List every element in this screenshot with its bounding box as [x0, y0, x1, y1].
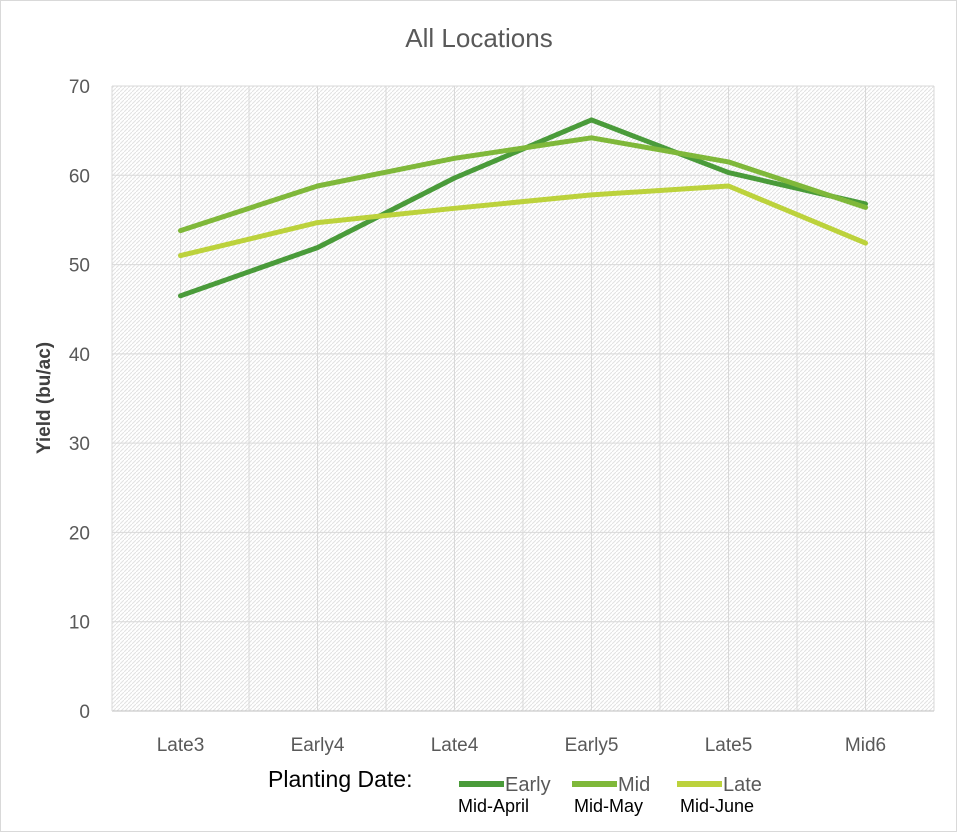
chart-title: All Locations [405, 23, 552, 53]
legend: Planting Date: Early Mid-April Mid Mid-M… [268, 766, 762, 816]
gridlines [111, 85, 935, 712]
y-tick-label: 0 [79, 702, 90, 723]
series-line-mid [178, 135, 868, 234]
legend-title: Planting Date: [268, 766, 412, 792]
x-tick-label: Late4 [431, 735, 479, 756]
series-line-late [178, 183, 868, 259]
x-tick-label: Mid6 [845, 735, 886, 756]
y-axis-ticks: 0 10 20 30 40 50 60 70 [69, 77, 90, 723]
legend-label-early: Early [505, 774, 551, 796]
x-tick-label: Late5 [705, 735, 753, 756]
x-tick-label: Early4 [291, 735, 345, 756]
legend-item-late: Late Mid-June [677, 774, 762, 816]
x-tick-label: Early5 [565, 735, 619, 756]
legend-item-early: Early Mid-April [458, 774, 551, 816]
y-tick-label: 30 [69, 434, 90, 455]
legend-label-late: Late [723, 774, 762, 796]
legend-sublabel-late: Mid-June [680, 796, 754, 816]
y-tick-label: 60 [69, 166, 90, 187]
y-axis-label: Yield (bu/ac) [34, 342, 55, 454]
y-tick-label: 20 [69, 523, 90, 544]
legend-item-mid: Mid Mid-May [572, 774, 650, 816]
y-tick-label: 10 [69, 613, 90, 634]
y-tick-label: 40 [69, 345, 90, 366]
series-group [178, 117, 868, 299]
legend-sublabel-early: Mid-April [458, 796, 529, 816]
x-tick-label: Late3 [157, 735, 205, 756]
legend-sublabel-mid: Mid-May [574, 796, 643, 816]
y-tick-label: 70 [69, 77, 90, 98]
x-axis-ticks: Late3 Early4 Late4 Early5 Late5 Mid6 [157, 735, 886, 756]
y-tick-label: 50 [69, 256, 90, 277]
legend-label-mid: Mid [618, 774, 650, 796]
